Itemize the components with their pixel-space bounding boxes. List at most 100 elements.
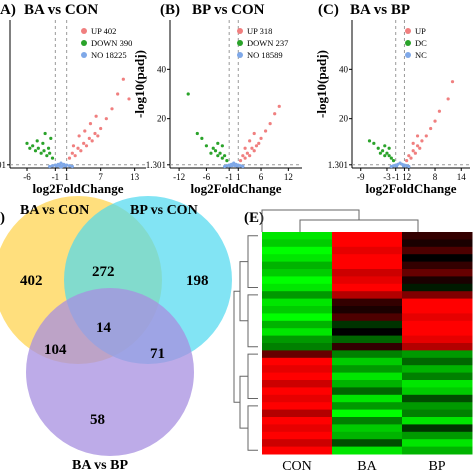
data-point-up <box>259 136 263 140</box>
data-point-down <box>45 154 49 158</box>
x-axis-label: log2FoldChange <box>32 181 123 196</box>
heatmap-cell <box>332 402 403 411</box>
data-point-up <box>82 141 86 145</box>
heatmap-cell <box>262 380 333 388</box>
heatmap-cell <box>402 409 473 418</box>
x-tick-label: 1 <box>236 172 241 182</box>
heatmap-cell <box>262 394 333 403</box>
heatmap-cell <box>402 394 473 403</box>
data-point-up <box>248 154 252 158</box>
heatmap-cell <box>262 402 333 411</box>
panel-c-title: BA vs BP <box>350 2 410 18</box>
x-tick-label: 13 <box>130 172 140 182</box>
row-dendrogram-branch <box>247 294 258 348</box>
data-point-up <box>84 144 89 148</box>
x-tick-label: 1 <box>64 172 69 182</box>
data-point-down <box>25 141 29 145</box>
data-point-no <box>230 163 234 168</box>
y-tick-label: 1.301 <box>328 160 348 170</box>
data-point-down <box>31 144 35 148</box>
heatmap-cell <box>402 424 473 433</box>
y-tick-label: 1.301 <box>0 160 6 170</box>
data-point-down <box>367 139 372 143</box>
row-dendrogram <box>233 235 258 451</box>
heatmap-cell <box>402 350 473 359</box>
data-point-up <box>245 151 249 155</box>
data-point-up <box>420 139 424 143</box>
data-point-up <box>446 97 450 101</box>
data-point-down <box>225 159 229 163</box>
data-point-down <box>39 151 43 155</box>
row-dendrogram-branch <box>239 375 248 429</box>
heatmap-cell <box>262 298 333 307</box>
panel-a-letter: A) <box>0 2 16 18</box>
data-point-up <box>254 144 259 148</box>
data-point-no <box>53 163 57 167</box>
panel-c-letter: (C) <box>318 2 339 18</box>
heatmap-cell <box>262 320 333 329</box>
data-point-up <box>77 134 81 138</box>
heatmap-cell <box>262 343 333 351</box>
heatmap-cell <box>402 328 473 337</box>
data-point-no <box>58 165 63 169</box>
x-tick-label: -1 <box>225 172 233 182</box>
x-tick-label: 6 <box>259 172 264 182</box>
x-tick-label: 2 <box>407 172 412 182</box>
heatmap-cell <box>332 350 403 359</box>
heatmap-cell <box>332 328 403 337</box>
heatmap-cell <box>402 431 473 440</box>
data-point-down <box>220 156 224 160</box>
x-tick-label: 12 <box>284 172 293 182</box>
data-point-up <box>257 141 261 145</box>
x-axis-label: log2FoldChange <box>365 181 456 196</box>
data-point-no <box>48 164 52 169</box>
heatmap-cell <box>332 439 403 448</box>
heatmap-cell <box>332 320 403 329</box>
data-point-down <box>372 141 376 145</box>
heatmap-cell <box>332 283 403 292</box>
data-point-up <box>277 104 281 108</box>
data-point-down <box>28 146 32 150</box>
heatmap-cell <box>332 365 403 374</box>
venn-count-ba-con-only: 402 <box>20 273 43 289</box>
data-point-up <box>104 117 108 121</box>
data-point-down <box>36 146 40 150</box>
venn-diagram: BA vs CON BP vs CON BA vs BP 402 198 58 … <box>0 196 232 473</box>
heatmap-cell <box>402 269 473 277</box>
legend-label: UP 402 <box>91 26 116 36</box>
heatmap-cell <box>402 246 473 255</box>
legend-marker <box>405 40 411 46</box>
data-point-no <box>59 161 63 165</box>
data-point-up <box>424 134 428 138</box>
x-tick-label: 14 <box>457 172 467 182</box>
heatmap-cell <box>402 372 473 381</box>
y-tick-label: 1.301 <box>146 160 166 170</box>
data-point-no <box>50 164 55 168</box>
data-point-down <box>387 146 391 150</box>
data-point-up <box>450 80 455 84</box>
heatmap-cell <box>402 306 473 314</box>
legend-marker <box>237 52 243 58</box>
legend-label: DOWN 237 <box>247 38 288 48</box>
heatmap-cell <box>332 424 403 433</box>
heatmap-cell <box>402 446 473 455</box>
row-dendrogram-branch <box>247 235 258 288</box>
heatmap-cell <box>262 276 333 285</box>
legend-marker <box>81 28 87 34</box>
heatmap-cell <box>332 261 403 270</box>
heatmap-cell <box>332 343 403 351</box>
heatmap-cell <box>262 335 333 344</box>
heatmap-cell <box>262 261 333 270</box>
heatmap-cell <box>332 387 403 396</box>
x-tick-label: -1 <box>392 172 400 182</box>
venn-set-label-bp-con: BP vs CON <box>130 203 198 218</box>
data-point-up <box>433 119 437 123</box>
venn-count-all-three: 14 <box>96 320 112 336</box>
x-tick-label: -12 <box>173 172 185 182</box>
heatmap-cell <box>332 232 403 240</box>
data-point-down <box>209 151 213 155</box>
data-point-up <box>76 146 80 150</box>
heatmap-cell <box>332 409 403 418</box>
heatmap-cell <box>262 431 333 440</box>
